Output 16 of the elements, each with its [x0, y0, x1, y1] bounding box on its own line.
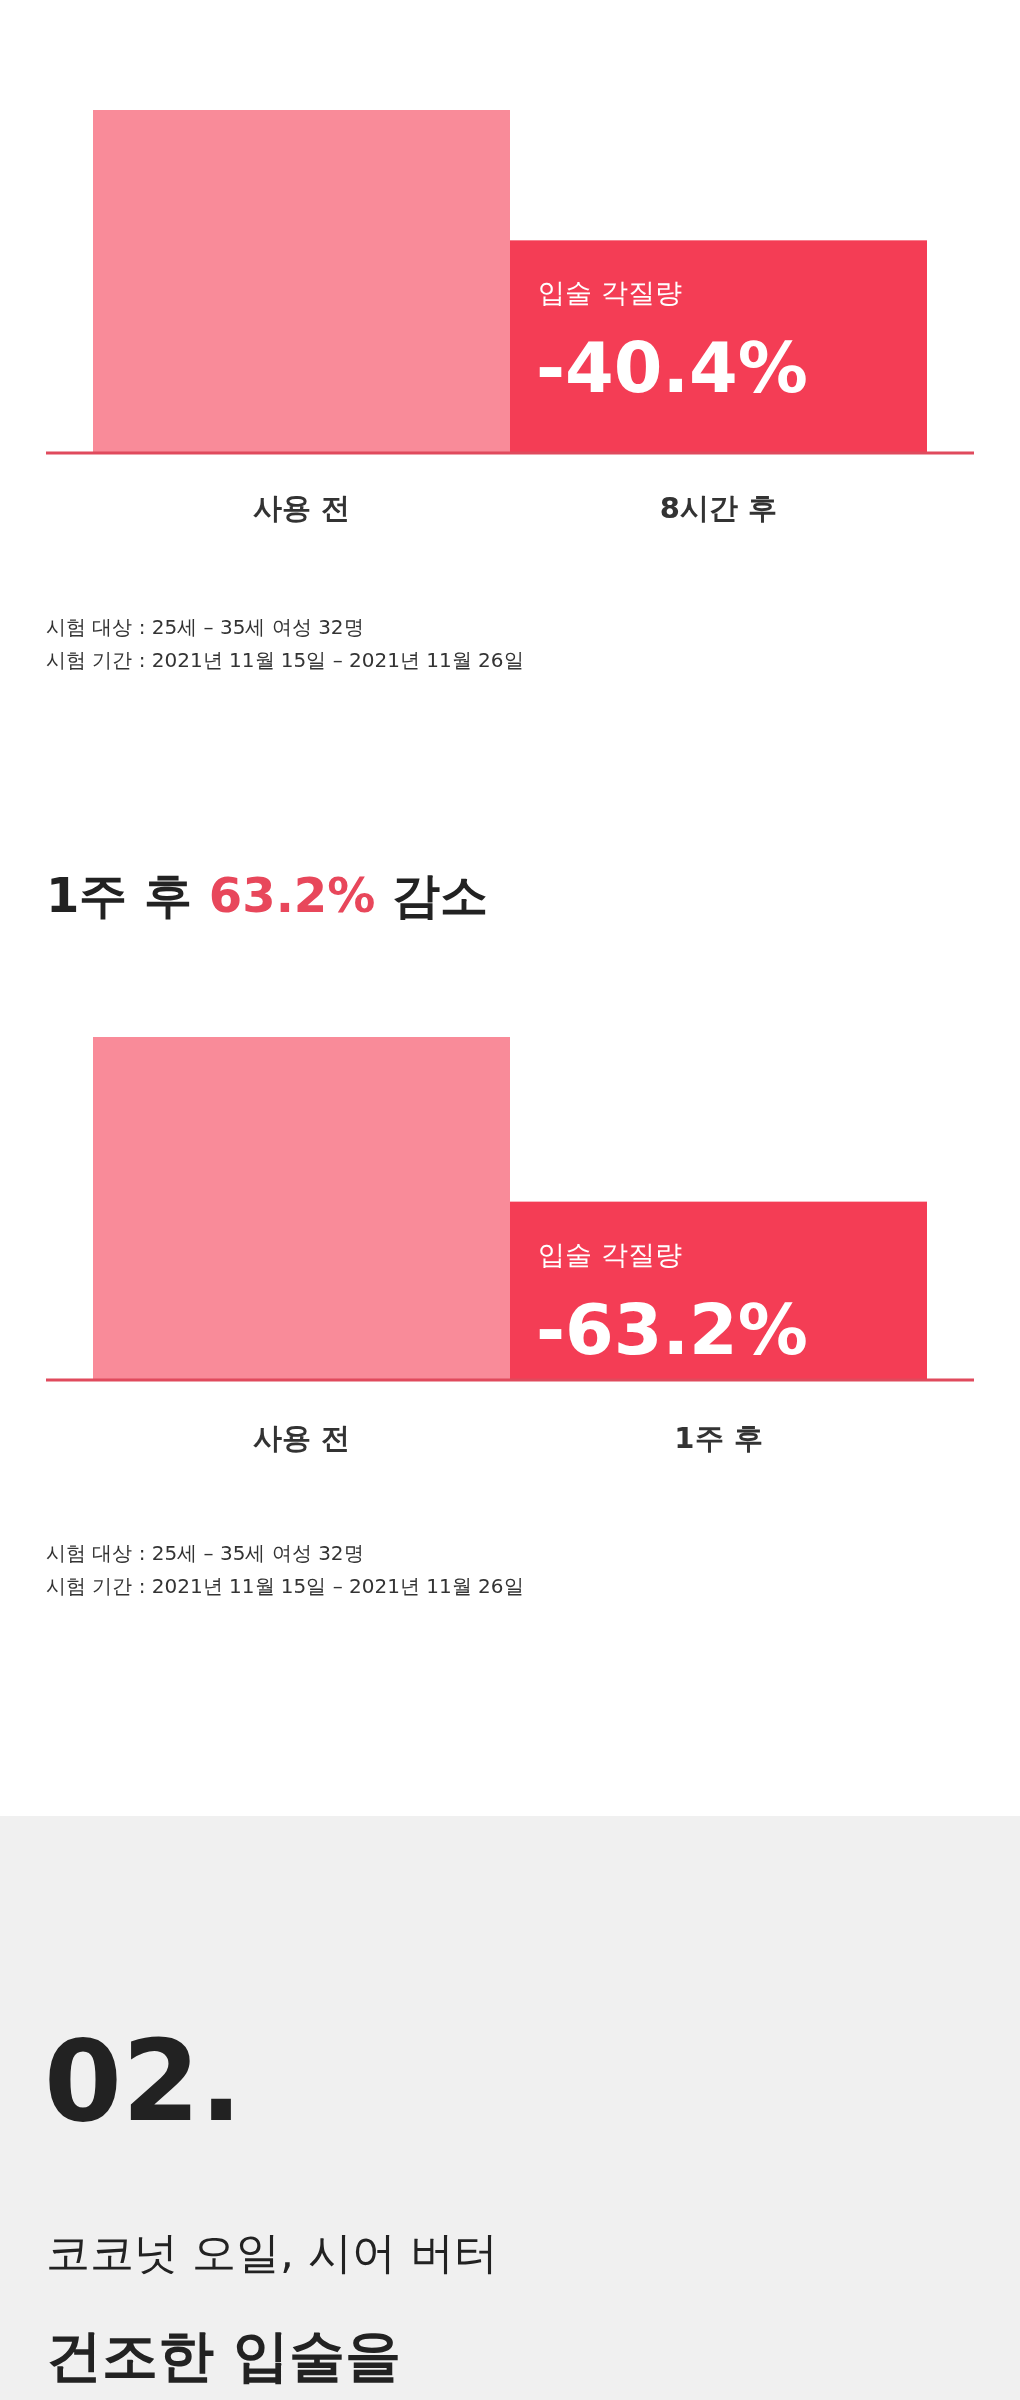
x-tick-label: 사용 전 — [252, 1421, 351, 1455]
text: 시험 대상 : 25세 – 35세 여성 32명 — [46, 615, 364, 639]
text: 시험 기간 : 2021년 11월 15일 – 2021년 11월 26일 — [46, 648, 524, 672]
text: 02. — [44, 2016, 243, 2146]
chart-title: 1주 후 63.2% 감소 — [46, 867, 489, 923]
text: 시험 기간 : 2021년 11월 15일 – 2021년 11월 26일 — [46, 1574, 524, 1598]
annotation: 입술 각질량 — [538, 277, 682, 309]
x-tick-label: 1주 후 — [674, 1421, 763, 1455]
text: 시험 대상 : 25세 – 35세 여성 32명 — [46, 1541, 364, 1565]
annotation: -40.4% — [536, 327, 808, 410]
x-tick-label: 사용 전 — [252, 491, 351, 525]
x-tick-label: 8시간 후 — [659, 491, 778, 525]
text: 건조한 입술을 — [46, 2323, 402, 2388]
text: 코코넛 오일, 시어 버터 — [46, 2227, 498, 2278]
annotation: -63.2% — [536, 1288, 808, 1371]
annotation: 입술 각질량 — [538, 1238, 682, 1270]
